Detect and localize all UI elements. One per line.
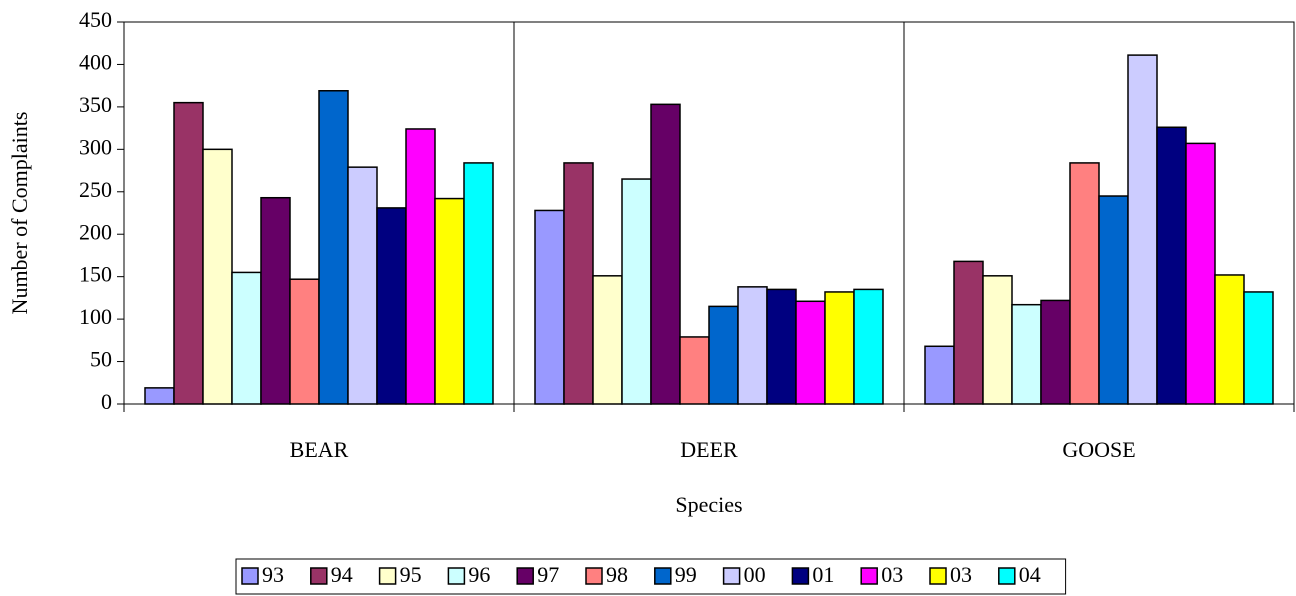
y-tick-label: 0 [101,389,112,414]
bar [795,300,826,405]
legend-swatch [860,567,878,585]
bar [1069,162,1100,405]
legend-swatch [447,567,466,585]
y-axis-label: Number of Complaints [7,112,32,315]
legend-label: 97 [537,562,559,587]
bar [924,345,955,405]
bar [824,291,855,405]
legend-label: 95 [400,562,422,587]
bar [592,275,623,405]
bar [202,148,233,405]
bar [289,278,320,405]
legend-swatch [585,567,603,585]
bar [737,286,768,405]
bar [1243,291,1274,405]
bar [563,162,594,405]
legend-label: 96 [468,562,490,587]
bar [1011,303,1042,405]
legend-label: 03 [950,562,972,587]
x-tick-label: DEER [680,437,738,462]
y-tick-label: 50 [90,347,112,372]
legend-swatch [310,567,328,585]
bar [173,101,204,405]
y-tick-label: 350 [79,92,112,117]
bar [953,260,984,405]
y-tick-label: 200 [79,219,112,244]
bar [405,128,436,405]
bar [679,336,710,405]
bar [766,288,797,405]
bar [1185,142,1216,405]
bar [853,288,884,405]
bar [982,275,1013,405]
bar [231,271,262,405]
legend-label: 00 [744,562,766,587]
bar [347,166,378,405]
bar [621,178,652,405]
legend-swatch [241,567,259,585]
bar [1098,195,1129,405]
x-tick-label: GOOSE [1062,437,1135,462]
bar [434,197,465,405]
x-tick-label: BEAR [290,437,349,462]
legend-swatch [378,567,397,585]
x-axis-label: Species [675,492,742,517]
bar [463,162,494,405]
legend-label: 04 [1019,562,1041,587]
y-tick-label: 250 [79,177,112,202]
bar [144,387,175,405]
bar [1214,274,1245,405]
bar [318,90,349,405]
y-tick-label: 300 [79,134,112,159]
y-tick-label: 450 [79,7,112,32]
legend-swatch [654,567,672,585]
legend-label: 94 [331,562,353,587]
legend-swatch [929,567,947,585]
bar [1127,54,1158,405]
y-tick-label: 150 [79,262,112,287]
y-tick-label: 100 [79,304,112,329]
bar [1040,299,1071,405]
bar [376,207,407,405]
legend-swatch [791,567,810,585]
legend [235,558,1067,595]
legend-label: 93 [262,562,284,587]
bar [650,103,681,405]
bar [1156,126,1187,405]
legend-swatch [998,567,1016,585]
legend-label: 98 [606,562,628,587]
y-tick-label: 400 [79,49,112,74]
legend-swatch [516,567,534,585]
bar [534,209,565,405]
bar [708,305,739,405]
legend-label: 99 [675,562,697,587]
legend-label: 01 [812,562,834,587]
legend-swatch [722,567,741,585]
bar [260,196,291,405]
legend-label: 03 [881,562,903,587]
